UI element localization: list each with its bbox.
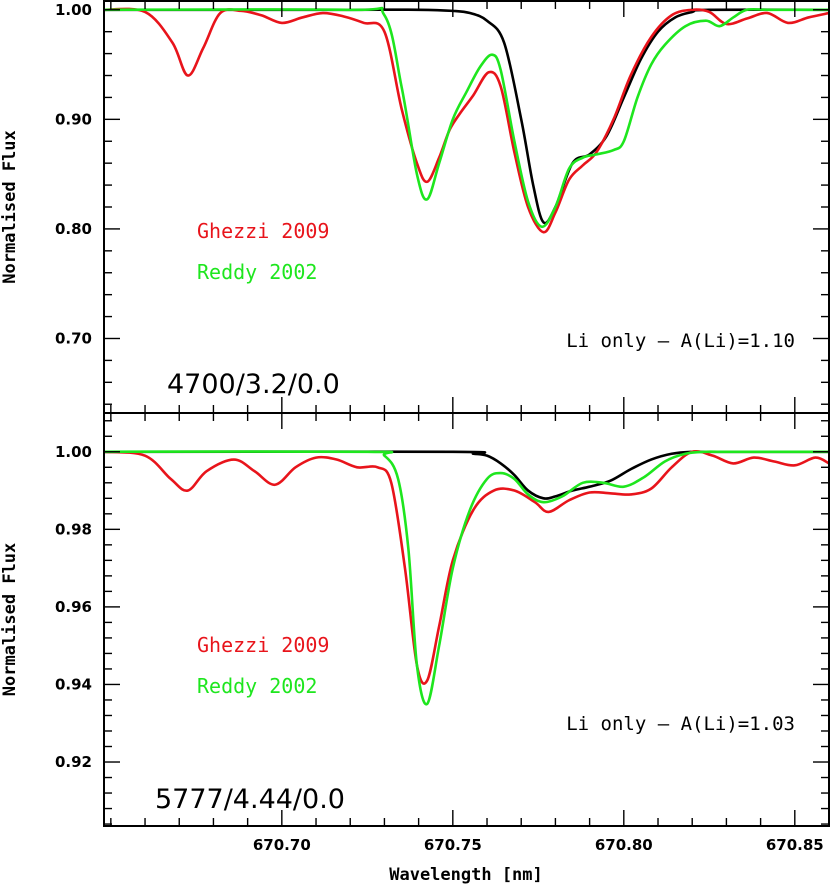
y-axis-label: Normalised Flux	[0, 543, 20, 697]
plot-frame	[103, 412, 830, 827]
y-tick-label: 0.92	[55, 753, 92, 771]
model-annotation: Li only – A(Li)=1.03	[566, 713, 795, 735]
y-tick-label: 0.70	[55, 329, 92, 347]
y-tick-label: 0.90	[55, 110, 92, 128]
panel-2: 0.92 0.94 0.96 0.98 1.00 Normalised Flux Ghezz…	[0, 412, 830, 827]
x-tick-label: 670.80	[595, 836, 653, 854]
y-tick-label: 0.80	[55, 220, 92, 238]
legend-entry: Reddy 2002	[197, 674, 317, 698]
legend-entry: Ghezzi 2009	[197, 219, 329, 243]
x-axis-label: Wavelength [nm]	[389, 865, 543, 885]
series-line-reddy-2002	[104, 450, 829, 706]
model-parameters-label: 5777/4.44/0.0	[155, 784, 345, 815]
y-tick-label: 0.96	[55, 598, 92, 616]
model-parameters-label: 4700/3.2/0.0	[167, 369, 340, 400]
y-tick-label: 1.00	[55, 1, 92, 19]
series-line-li-only	[104, 450, 829, 500]
series-line-li-only	[104, 8, 829, 225]
y-tick-label: 0.98	[55, 520, 92, 538]
y-tick-label: 0.94	[55, 675, 92, 693]
series-line-ghezzi-2009	[104, 7, 829, 234]
legend-entry: Reddy 2002	[197, 260, 317, 284]
y-axis-label: Normalised Flux	[0, 130, 20, 284]
legend-entry: Ghezzi 2009	[197, 633, 329, 657]
panel-1: 0.70 0.80 0.90 1.00 Normalised Flux Ghezzi 20…	[0, 0, 830, 414]
model-annotation: Li only – A(Li)=1.10	[566, 330, 795, 352]
y-tick-label: 1.00	[55, 443, 92, 461]
x-tick-label: 670.70	[253, 836, 311, 854]
x-tick-label: 670.85	[766, 836, 824, 854]
series-line-reddy-2002	[104, 6, 829, 229]
x-tick-label: 670.75	[424, 836, 482, 854]
